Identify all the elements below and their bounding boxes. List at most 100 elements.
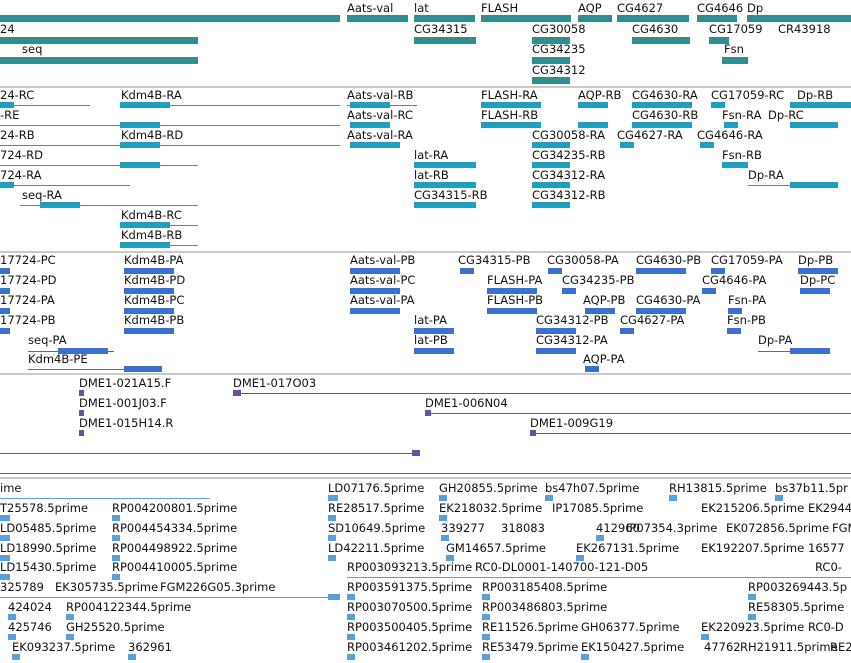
exon bbox=[578, 102, 608, 108]
clone-line[interactable] bbox=[0, 453, 420, 454]
clone-line[interactable] bbox=[0, 473, 851, 474]
gene-bar[interactable] bbox=[532, 57, 570, 64]
est-label: EK192207.5prime bbox=[701, 541, 805, 555]
exon bbox=[120, 102, 170, 108]
est-label: RP003461202.5prime bbox=[347, 640, 473, 654]
exon bbox=[790, 102, 851, 108]
protein-label: AQP-PB bbox=[583, 293, 626, 307]
gene-bar[interactable] bbox=[697, 15, 737, 22]
est-label: 47762 bbox=[704, 640, 741, 654]
gene-bar[interactable] bbox=[532, 77, 570, 84]
est-label: bs37b11.5pr bbox=[775, 481, 848, 495]
est-label: EK072856.5prime bbox=[726, 521, 830, 535]
protein-label: Kdm4B-PB bbox=[124, 313, 185, 327]
transcript-label: 724-RA bbox=[0, 168, 42, 182]
exon bbox=[414, 182, 476, 188]
est-label: EK305735.5prime bbox=[55, 580, 159, 594]
gene-bar[interactable] bbox=[747, 15, 851, 22]
est-block bbox=[576, 555, 584, 561]
est-block bbox=[0, 574, 10, 580]
gene-bar[interactable] bbox=[0, 37, 198, 44]
clone-end bbox=[79, 410, 84, 416]
protein-label: FLASH-PA bbox=[487, 273, 543, 287]
gene-bar[interactable] bbox=[414, 15, 475, 22]
cds-block bbox=[460, 268, 474, 274]
transcript-label: FLASH-RB bbox=[481, 108, 539, 122]
est-label: 412960 bbox=[596, 521, 640, 535]
protein-label: CG34312-PB bbox=[536, 313, 609, 327]
est-block bbox=[328, 594, 340, 600]
protein-line[interactable] bbox=[28, 369, 162, 370]
gene-bar[interactable] bbox=[414, 37, 476, 44]
est-block bbox=[8, 634, 16, 640]
protein-label: Kdm4B-PC bbox=[124, 293, 185, 307]
est-label: ime bbox=[0, 481, 22, 495]
exon bbox=[120, 122, 160, 128]
est-block bbox=[0, 535, 10, 541]
transcript-label: Kdm4B-RD bbox=[121, 128, 184, 142]
transcript-label: CG34235-RB bbox=[532, 148, 606, 162]
cds-block bbox=[0, 308, 10, 314]
gene-bar[interactable] bbox=[709, 37, 729, 44]
est-block bbox=[439, 495, 447, 501]
transcript-line[interactable] bbox=[0, 165, 198, 166]
est-label: 425746 bbox=[8, 620, 52, 634]
est-label: LD07176.5prime bbox=[328, 481, 425, 495]
gene-bar[interactable] bbox=[632, 37, 690, 44]
est-label: 339277 bbox=[441, 521, 485, 535]
gene-bar[interactable] bbox=[578, 15, 612, 22]
gene-bar[interactable] bbox=[0, 57, 198, 64]
gene-bar[interactable] bbox=[347, 15, 408, 22]
est-label: RE58305.5prime bbox=[748, 600, 845, 614]
transcript-line[interactable] bbox=[0, 125, 340, 126]
est-block bbox=[482, 614, 490, 620]
gene-label: CG4627 bbox=[617, 1, 664, 15]
gene-bar[interactable] bbox=[0, 15, 340, 22]
gene-bar[interactable] bbox=[617, 15, 689, 22]
est-line[interactable] bbox=[347, 577, 851, 578]
clone-line[interactable] bbox=[425, 413, 851, 414]
protein-label: CG4630-PA bbox=[636, 293, 701, 307]
exon bbox=[40, 202, 80, 208]
transcript-line[interactable] bbox=[0, 145, 340, 146]
est-block bbox=[482, 634, 490, 640]
est-label: RH21911.5prime bbox=[740, 640, 838, 654]
gene-label: lat bbox=[414, 1, 429, 15]
cds-block bbox=[0, 268, 10, 274]
transcript-label: CG34312-RB bbox=[532, 188, 606, 202]
protein-label: CG4627-PA bbox=[620, 313, 685, 327]
clone-line[interactable] bbox=[530, 433, 851, 434]
est-line[interactable] bbox=[0, 597, 340, 598]
est-block bbox=[128, 654, 136, 660]
cds-block bbox=[585, 308, 615, 314]
est-label: RP004454334.5prime bbox=[112, 521, 238, 535]
protein-label: 17724-PD bbox=[0, 273, 57, 287]
gene-bar[interactable] bbox=[532, 37, 570, 44]
clone-line[interactable] bbox=[233, 393, 851, 394]
est-label: EK215206.5prime bbox=[701, 501, 805, 515]
transcript-label: CG34312-RA bbox=[532, 168, 606, 182]
est-label: EK267131.5prime bbox=[576, 541, 680, 555]
transcript-line[interactable] bbox=[120, 105, 340, 106]
gene-bar[interactable] bbox=[481, 15, 571, 22]
proteins-track: 17724-PC Kdm4B-PA Aats-val-PB CG34315-PB… bbox=[0, 253, 851, 373]
est-block bbox=[112, 535, 120, 541]
protein-label: Dp-PB bbox=[798, 253, 834, 267]
est-block bbox=[0, 555, 10, 561]
transcript-label: 24-RB bbox=[0, 128, 35, 142]
protein-label: CG4646-PA bbox=[702, 273, 767, 287]
transcript-line[interactable] bbox=[0, 105, 90, 106]
track-divider bbox=[0, 373, 851, 375]
transcript-label: Dp-RC bbox=[768, 108, 804, 122]
gene-label: seq bbox=[22, 42, 43, 56]
est-line[interactable] bbox=[0, 498, 210, 499]
exon bbox=[532, 202, 570, 208]
transcript-line[interactable] bbox=[0, 185, 130, 186]
transcript-line[interactable] bbox=[20, 205, 198, 206]
cds-block bbox=[790, 348, 830, 354]
exon bbox=[0, 182, 14, 188]
gene-bar[interactable] bbox=[722, 57, 748, 64]
cds-block bbox=[414, 348, 454, 354]
est-block bbox=[328, 535, 336, 541]
protein-label: 17724-PA bbox=[0, 293, 55, 307]
